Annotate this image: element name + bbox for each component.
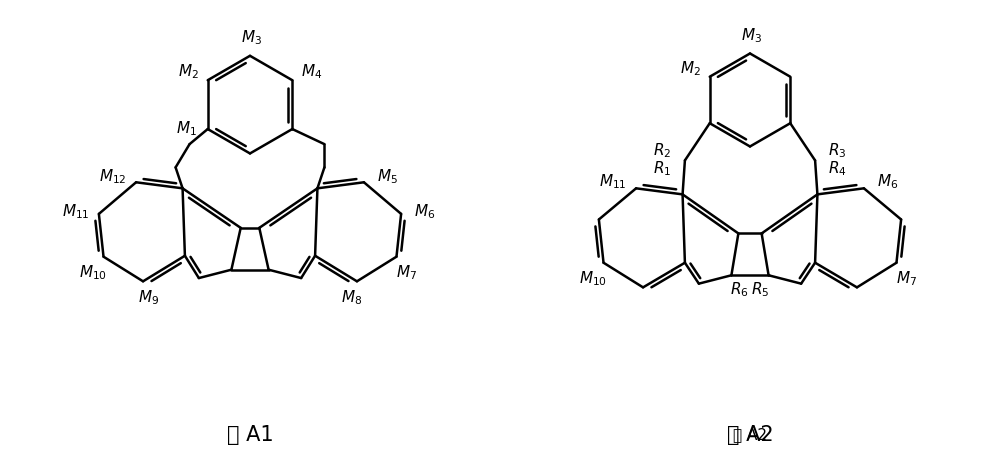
Text: $R_1$: $R_1$ [653,159,672,178]
Text: $M_6$: $M_6$ [877,172,898,191]
Text: $M_1$: $M_1$ [176,120,197,139]
Text: $R_2$: $R_2$ [653,142,672,160]
Text: $M_7$: $M_7$ [396,264,417,282]
Text: $M_7$: $M_7$ [896,270,917,288]
Text: $M_{11}$: $M_{11}$ [62,202,89,221]
Text: $M_{11}$: $M_{11}$ [599,172,627,191]
Text: $R_6$: $R_6$ [730,280,749,299]
Text: $M_{10}$: $M_{10}$ [79,264,107,282]
Text: $M_{10}$: $M_{10}$ [579,270,607,288]
Text: $R_5$: $R_5$ [751,280,769,299]
Text: $R_4$: $R_4$ [828,159,847,178]
Text: 式 A2: 式 A2 [727,425,773,445]
Text: $M_5$: $M_5$ [377,167,398,186]
Text: $M_3$: $M_3$ [241,29,262,47]
Text: $M_3$: $M_3$ [741,27,762,45]
Text: 式 A2: 式 A2 [733,427,767,442]
Text: $R_3$: $R_3$ [828,142,847,160]
Text: $M_2$: $M_2$ [178,62,199,81]
Text: $M_2$: $M_2$ [680,59,701,78]
Text: $M_4$: $M_4$ [301,62,322,81]
Text: $M_6$: $M_6$ [414,202,435,221]
Text: $M_9$: $M_9$ [138,288,159,307]
Text: $M_8$: $M_8$ [341,288,362,307]
Text: 式 A1: 式 A1 [227,425,273,445]
Text: $M_{12}$: $M_{12}$ [99,167,127,186]
